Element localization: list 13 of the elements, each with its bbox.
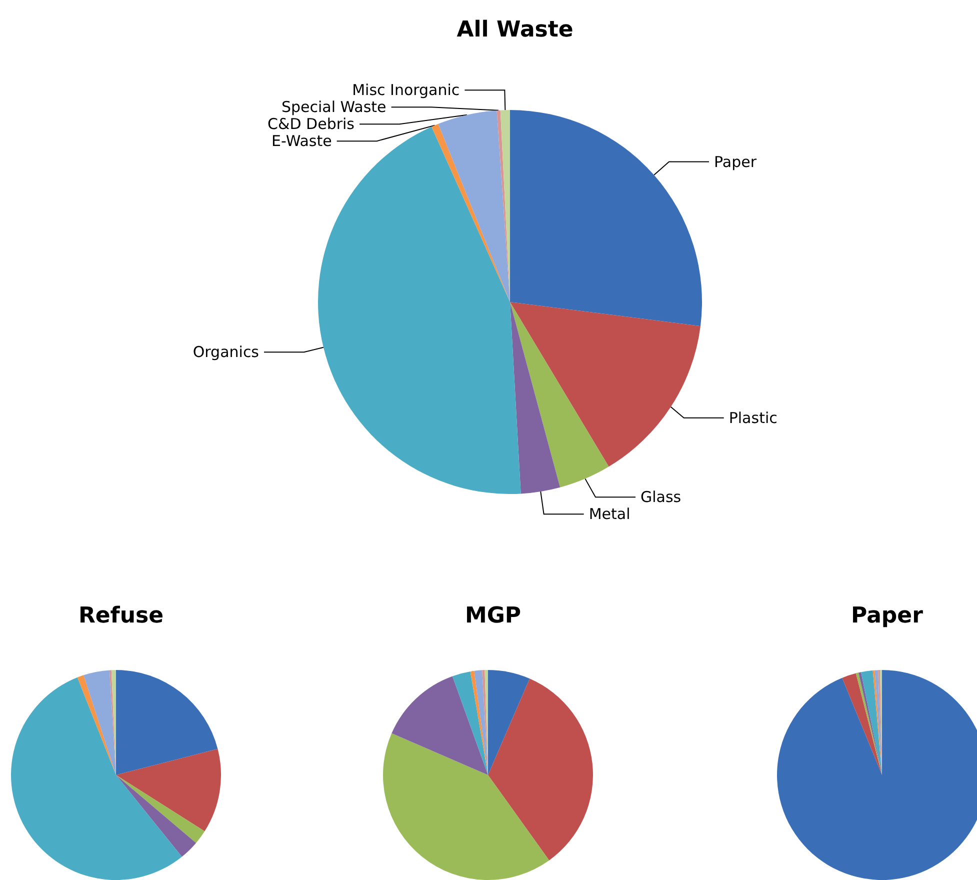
chart-title: Refuse — [78, 604, 164, 628]
slice-label: Plastic — [728, 408, 778, 427]
chart-title: MGP — [464, 604, 522, 628]
slice-label: Glass — [640, 488, 682, 506]
chart-title: Paper — [851, 604, 924, 628]
chart-title: All Waste — [456, 18, 574, 42]
slice-label: E-Waste — [272, 132, 332, 150]
slice-label: Misc Inorganic — [352, 81, 460, 100]
slice-label: C&D Debris — [268, 115, 355, 134]
slice-label: Special Waste — [281, 98, 386, 116]
slice-label: Paper — [714, 152, 758, 171]
slice-label: Metal — [588, 505, 630, 524]
slice-label: Organics — [192, 343, 260, 362]
